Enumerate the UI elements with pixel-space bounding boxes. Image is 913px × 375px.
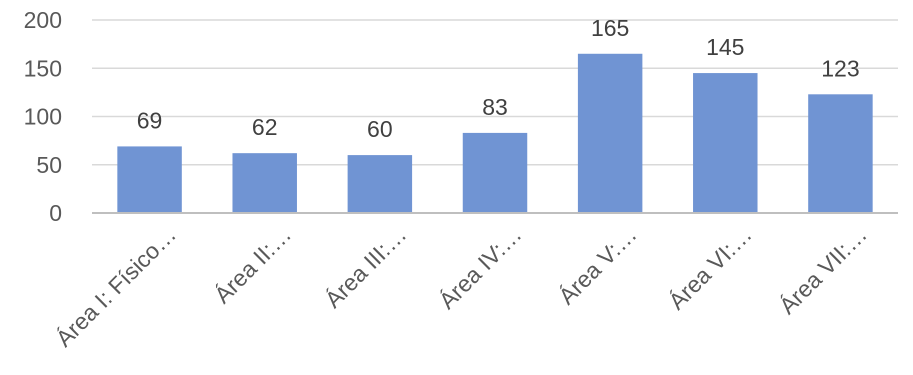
y-tick-label: 100 [24, 104, 62, 130]
bar [232, 153, 297, 213]
x-category-label: Área V:… [553, 221, 641, 309]
x-category-label: Área II:… [209, 221, 296, 308]
y-axis-tick-labels: 0 50 100 150 200 [24, 7, 62, 226]
data-label: 145 [706, 34, 744, 60]
x-category-label: Área VI:… [663, 221, 756, 314]
x-axis-category-labels: Área I: Físico… Área II:… Área III:… Área I… [51, 221, 872, 351]
data-label: 69 [137, 107, 163, 133]
bar [693, 73, 758, 213]
x-category-label: Área III:… [320, 221, 412, 313]
x-category-label: Área I: Físico… [51, 221, 181, 351]
bar [117, 146, 182, 213]
data-label: 165 [591, 15, 629, 41]
y-tick-label: 0 [49, 200, 62, 226]
bars [117, 53, 873, 214]
bar [462, 132, 528, 213]
bar [808, 94, 873, 213]
data-labels: 69 62 60 83 165 145 123 [137, 15, 860, 142]
bar [347, 155, 413, 213]
y-tick-label: 200 [24, 7, 62, 33]
data-label: 62 [252, 114, 278, 140]
x-category-label: Área IV:… [434, 221, 527, 314]
bar [577, 53, 643, 214]
data-label: 83 [482, 94, 508, 120]
data-label: 123 [821, 55, 859, 81]
data-label: 60 [367, 116, 393, 142]
x-category-label: Área VII:… [774, 221, 872, 319]
y-tick-label: 50 [36, 152, 62, 178]
y-tick-label: 150 [24, 55, 62, 81]
